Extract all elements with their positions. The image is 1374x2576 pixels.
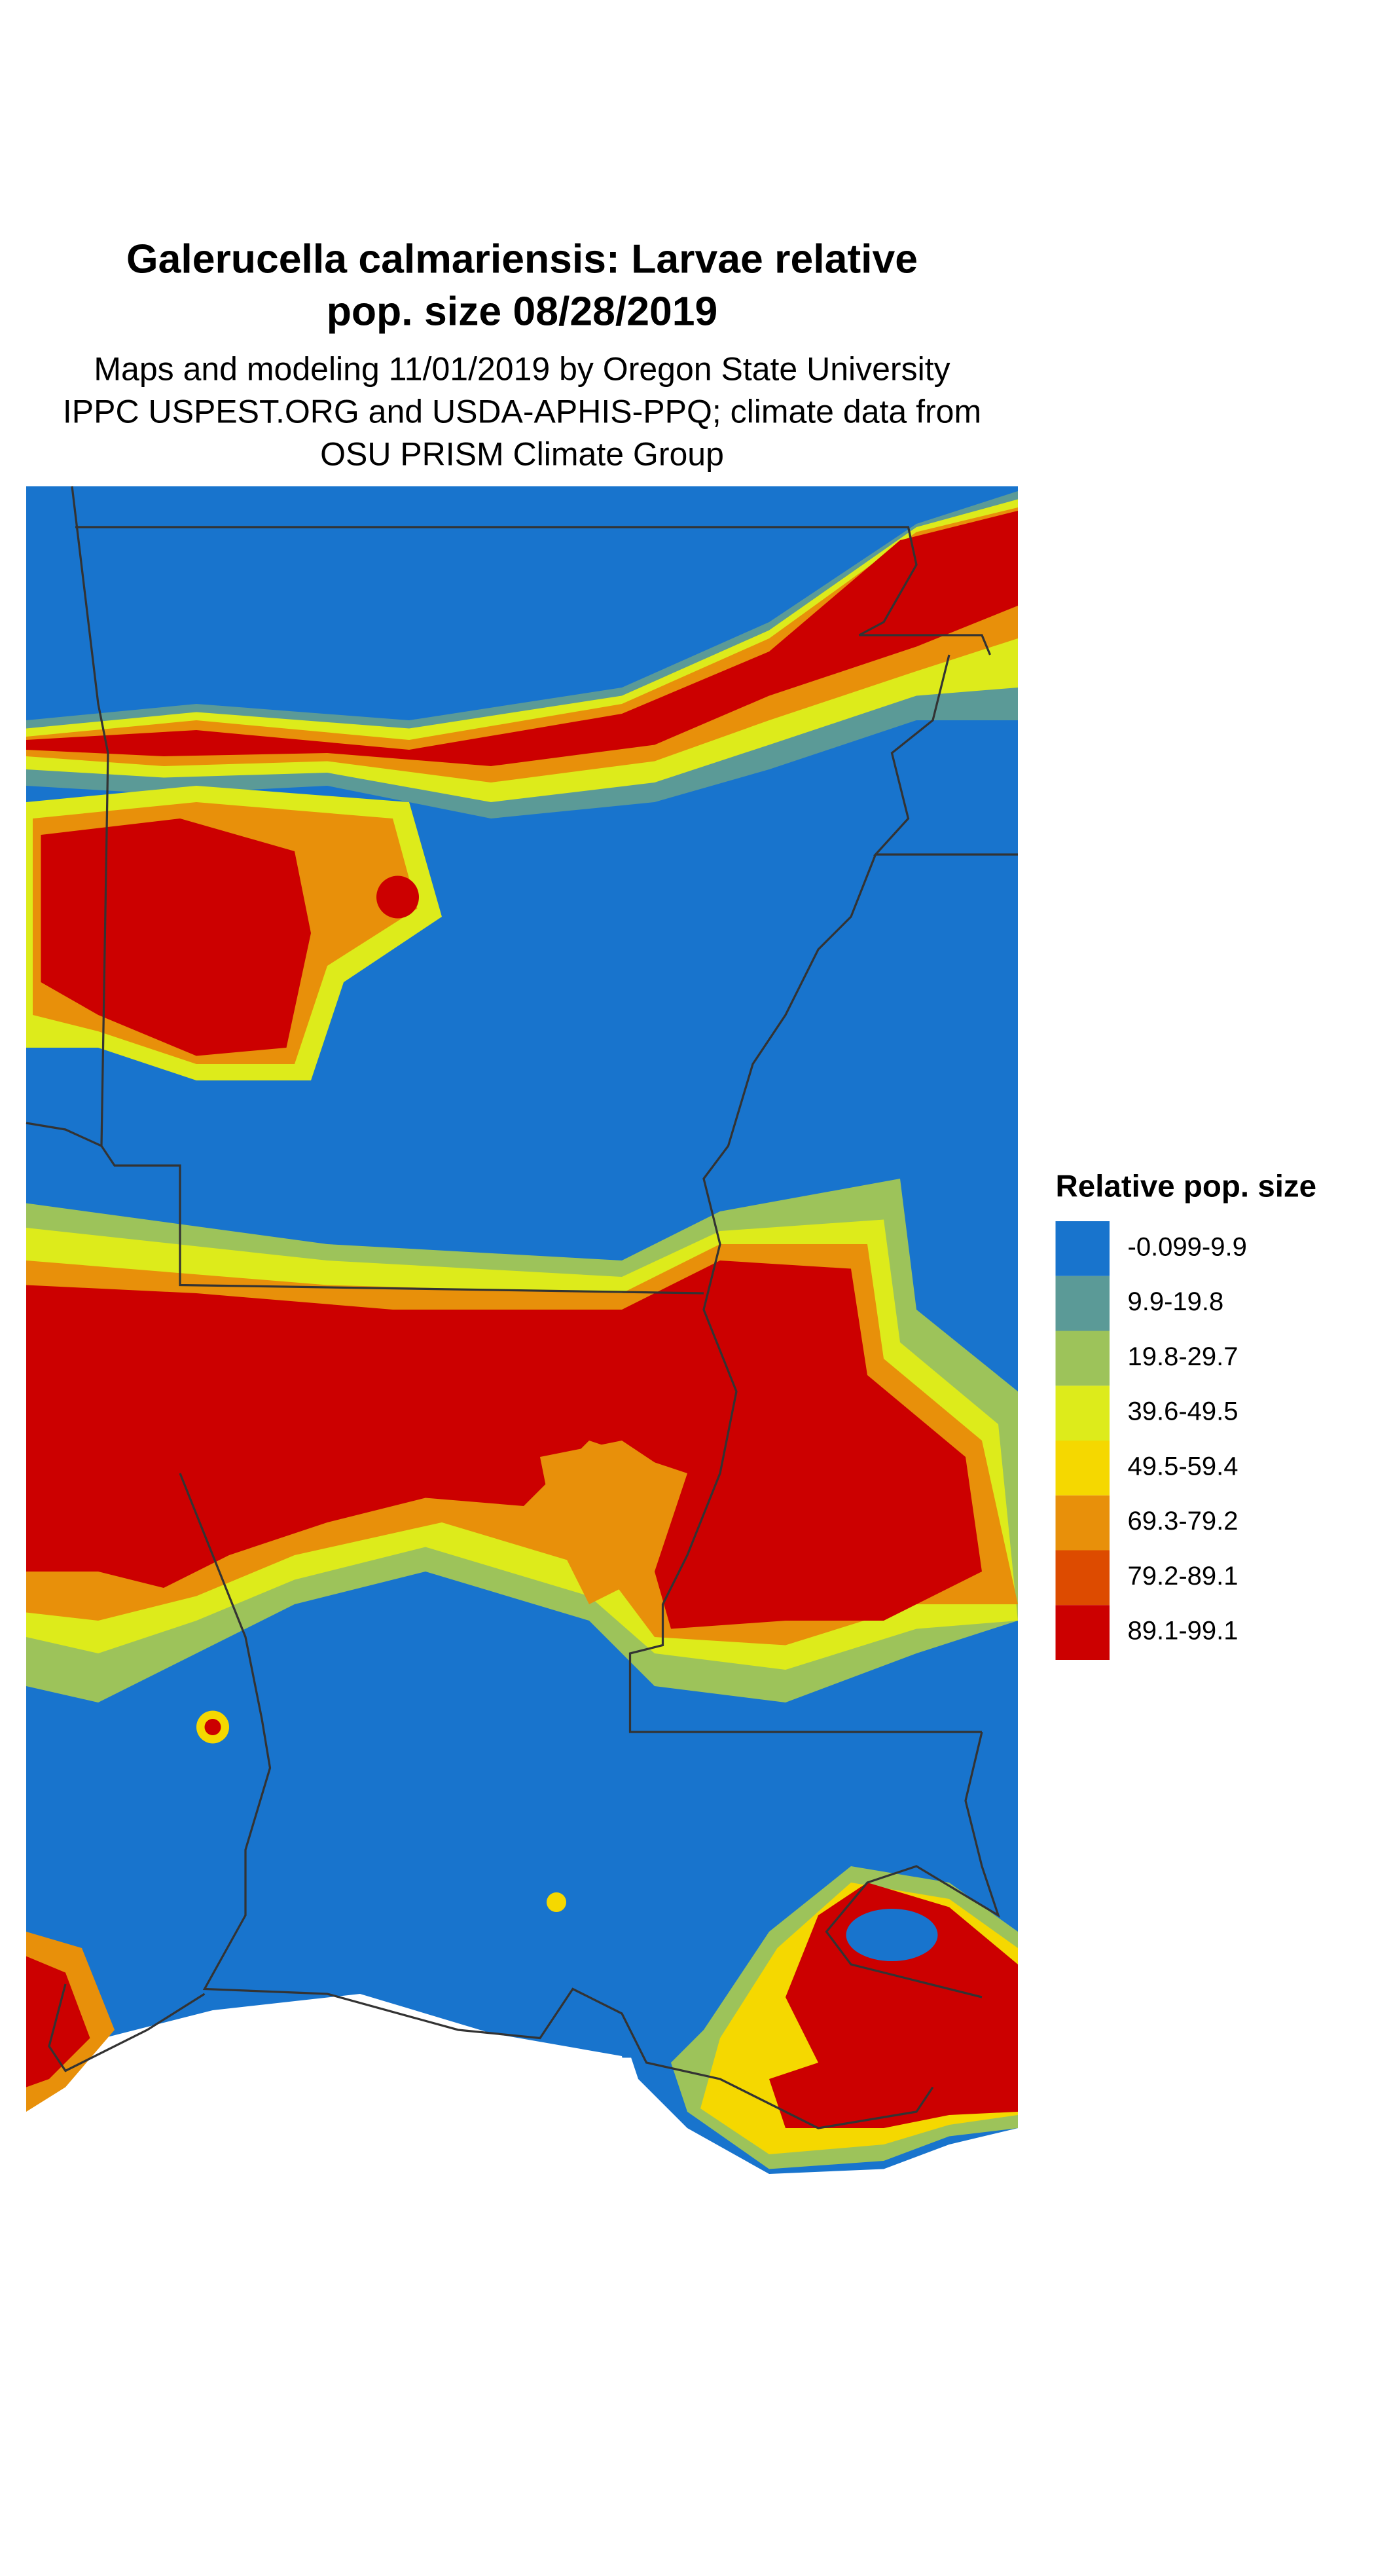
map	[26, 486, 1019, 2174]
region	[204, 1719, 221, 1735]
region	[540, 1441, 671, 1604]
region	[547, 1892, 566, 1912]
legend-label: 79.2-89.1	[1128, 1562, 1238, 1591]
legend-label: 89.1-99.1	[1128, 1617, 1238, 1646]
legend-swatch	[1055, 1221, 1110, 1276]
subtitle-line: Maps and modeling 11/01/2019 by Oregon S…	[94, 351, 950, 388]
legend-title: Relative pop. size	[1056, 1169, 1317, 1204]
legend-label: 49.5-59.4	[1128, 1452, 1238, 1481]
legend-swatch	[1055, 1495, 1110, 1551]
region	[26, 499, 1019, 802]
state-border	[71, 486, 704, 1295]
region	[26, 1260, 983, 1629]
legend-label: 19.8-29.7	[1128, 1342, 1238, 1371]
state-border	[825, 1731, 1000, 1998]
title-line: pop. size 08/28/2019	[327, 289, 718, 335]
legend-swatch	[1055, 1550, 1110, 1606]
state-border	[75, 526, 992, 655]
subtitle-line: IPPC USPEST.ORG and USDA-APHIS-PPQ; clim…	[63, 394, 981, 430]
state-border	[48, 1983, 206, 2072]
state-border	[179, 1473, 934, 2129]
region	[26, 511, 1019, 766]
state-border	[628, 854, 983, 1733]
legend: -0.099-9.9 9.9-19.8 19.8-29.7 39.6-49.5 49.5…	[1055, 1221, 1247, 1660]
region	[26, 507, 1019, 782]
region	[769, 1883, 1018, 2128]
region	[41, 819, 312, 1056]
region	[376, 875, 419, 919]
legend-label: -0.099-9.9	[1128, 1232, 1247, 1261]
legend-swatch	[1055, 1276, 1110, 1331]
legend-swatch	[1055, 1331, 1110, 1386]
state-border	[873, 654, 1019, 856]
state-border	[26, 1122, 102, 1147]
region	[26, 1956, 90, 2088]
title-line: Galerucella calmariensis: Larvae relativ…	[126, 236, 918, 282]
legend-label: 69.3-79.2	[1128, 1507, 1238, 1536]
legend-label: 9.9-19.8	[1128, 1287, 1224, 1316]
water	[26, 1994, 639, 2128]
legend-swatch	[1055, 1386, 1110, 1441]
legend-label: 39.6-49.5	[1128, 1397, 1238, 1426]
region	[846, 1909, 938, 1961]
legend-swatch	[1055, 1605, 1110, 1660]
subtitle-line: OSU PRISM Climate Group	[320, 436, 724, 473]
legend-swatch	[1055, 1441, 1110, 1496]
